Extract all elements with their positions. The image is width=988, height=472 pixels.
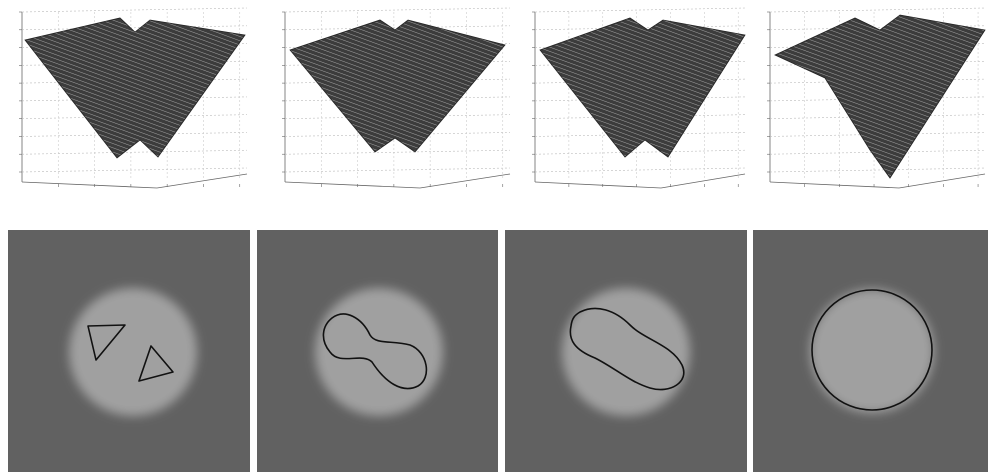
axis-line	[157, 174, 247, 188]
grid-line	[22, 26, 247, 30]
axis-line	[535, 182, 661, 188]
axis-line	[661, 174, 745, 188]
surface-plots	[19, 8, 985, 188]
axis-line	[420, 174, 510, 188]
segmentation-panels	[8, 230, 988, 472]
page: (() => { const svg = document.getElement…	[0, 0, 988, 472]
surface	[290, 20, 505, 152]
grid-line	[22, 8, 247, 12]
surface	[540, 18, 745, 157]
grid-line	[285, 150, 510, 154]
grid-line	[535, 150, 745, 154]
grid-line	[535, 8, 745, 12]
surface-plot	[282, 8, 510, 188]
grid-line	[770, 8, 985, 12]
grid-line	[770, 168, 985, 172]
surface-plot	[532, 8, 745, 188]
grid-line	[535, 168, 745, 172]
grid-line	[22, 168, 247, 172]
axis-line	[22, 182, 157, 188]
axis-line	[285, 182, 420, 188]
object-disc	[315, 288, 443, 416]
axis-line	[899, 174, 985, 188]
grid-line	[22, 150, 247, 154]
object-disc	[69, 288, 197, 416]
axis-line	[770, 182, 899, 188]
surface-plot	[767, 8, 985, 188]
grid-line	[285, 168, 510, 172]
grid-line	[285, 8, 510, 12]
figure	[0, 0, 988, 472]
surface-plot	[19, 8, 247, 188]
